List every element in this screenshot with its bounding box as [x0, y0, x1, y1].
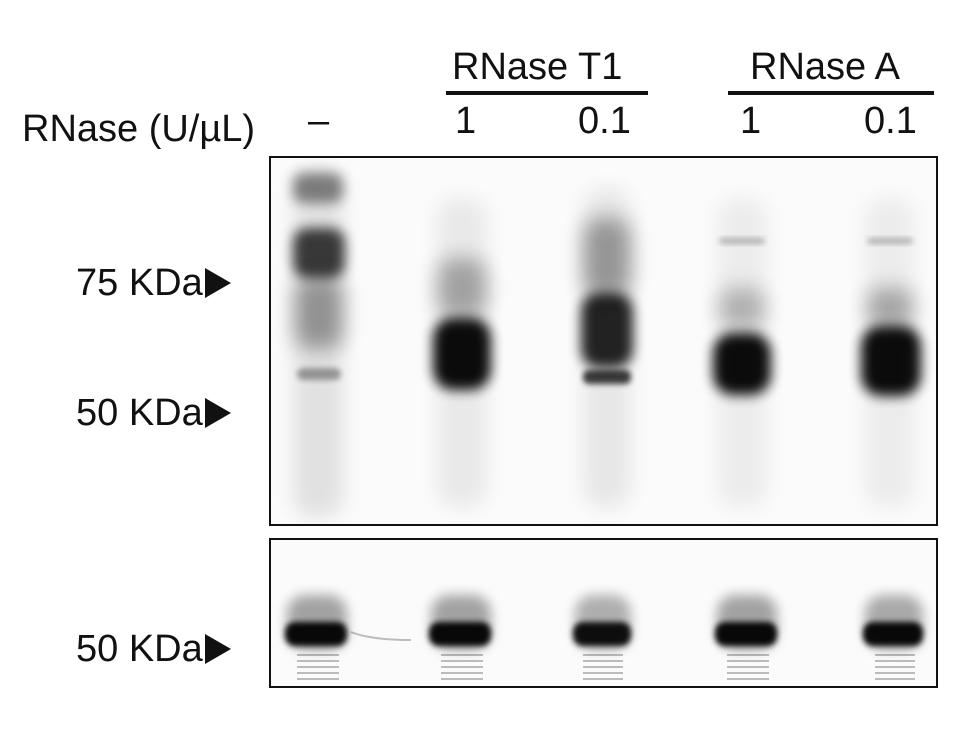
blot-panel-bottom — [269, 538, 938, 688]
row-label-rnase-concentration: RNase (U/µL) — [22, 108, 256, 150]
lane-1-smear — [293, 168, 345, 518]
group-label-rnase-t1: RNase T1 — [452, 46, 623, 88]
marker-50kda-bottom: 50 KDa — [76, 630, 231, 668]
marker-75kda-top: 75 KDa — [76, 264, 231, 302]
group-label-rnase-a: RNase A — [750, 46, 900, 88]
blot-panel-top — [269, 156, 938, 526]
group-line-rnase-t1 — [446, 91, 648, 95]
lane-label-1: – — [308, 100, 330, 142]
marker-50kda-bottom-label: 50 KDa — [76, 628, 203, 670]
lane-5-band — [713, 198, 771, 508]
lane-label-2: 1 — [455, 100, 477, 142]
marker-50kda-top: 50 KDa — [76, 394, 231, 432]
lane-4-band — [581, 188, 633, 508]
blot-image-top — [293, 168, 921, 518]
triangle-right-icon — [204, 634, 231, 664]
group-line-rnase-a — [728, 91, 934, 95]
lane-6-band — [861, 198, 921, 508]
marker-50kda-label: 50 KDa — [76, 392, 203, 434]
loading-control-bands — [285, 595, 923, 684]
lane-label-3: 0.1 — [578, 100, 631, 142]
lane-label-4: 1 — [740, 100, 762, 142]
triangle-right-icon — [204, 398, 231, 428]
marker-75kda-label: 75 KDa — [76, 262, 203, 304]
triangle-right-icon — [204, 268, 231, 298]
lane-3-band — [433, 198, 491, 508]
blot-image-bottom — [285, 595, 923, 684]
lane-label-5: 0.1 — [864, 100, 917, 142]
